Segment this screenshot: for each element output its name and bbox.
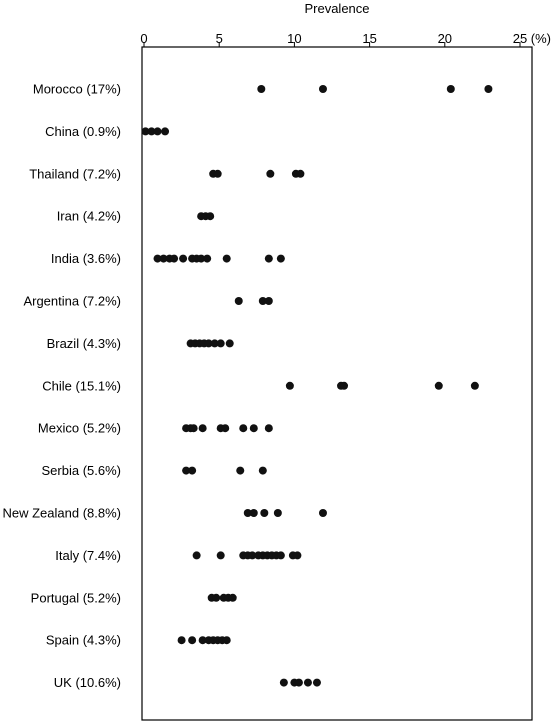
- data-point: [177, 636, 186, 645]
- category-label: Brazil (4.3%): [47, 336, 121, 351]
- x-tick-label: 5: [216, 31, 223, 46]
- data-point: [248, 551, 257, 560]
- data-point: [273, 509, 282, 517]
- data-point: [153, 127, 162, 136]
- data-point: [198, 424, 207, 433]
- data-point: [170, 254, 179, 263]
- data-point: [203, 254, 212, 263]
- data-point: [213, 169, 222, 178]
- data-point: [206, 212, 215, 221]
- data-point: [285, 381, 294, 390]
- data-point: [260, 509, 269, 517]
- x-tick-label: 25: [513, 31, 527, 46]
- data-point: [258, 466, 267, 475]
- data-point: [249, 424, 258, 433]
- data-point: [446, 85, 455, 93]
- data-point: [216, 339, 225, 348]
- category-label: UK (10.6%): [54, 675, 121, 690]
- category-label: India (3.6%): [51, 251, 121, 266]
- category-label: Spain (4.3%): [46, 633, 121, 648]
- data-point: [228, 593, 237, 602]
- data-point: [264, 424, 273, 433]
- data-point: [141, 127, 150, 136]
- data-point: [147, 127, 156, 136]
- data-point: [216, 551, 225, 560]
- data-point: [198, 636, 207, 645]
- category-label: Chile (15.1%): [42, 378, 121, 393]
- data-point: [249, 509, 258, 517]
- data-point: [197, 254, 206, 263]
- data-point: [276, 254, 285, 263]
- data-point: [212, 593, 221, 602]
- data-point: [318, 509, 327, 517]
- data-point: [188, 466, 197, 475]
- data-point: [276, 551, 285, 560]
- category-label: Argentina (7.2%): [23, 294, 121, 309]
- data-point: [192, 551, 201, 560]
- x-tick-label: 10: [287, 31, 301, 46]
- data-point: [243, 509, 252, 517]
- data-point: [266, 169, 275, 178]
- data-point: [210, 339, 219, 348]
- data-point: [222, 254, 231, 263]
- category-labels: Morocco (17%) China (0.9%) Thailand (7.2%)…: [3, 82, 122, 691]
- category-label: Mexico (5.2%): [38, 421, 121, 436]
- data-point: [296, 169, 305, 178]
- data-point: [179, 254, 188, 263]
- data-points: [141, 85, 493, 687]
- data-point: [236, 466, 245, 475]
- data-point: [318, 85, 327, 93]
- category-label: Portugal (5.2%): [31, 590, 121, 605]
- data-point: [264, 297, 273, 305]
- data-point: [257, 85, 266, 93]
- x-axis-ticks: 0 5 10 15 20 25: [140, 31, 527, 47]
- data-point: [258, 297, 267, 305]
- data-point: [279, 678, 288, 687]
- x-tick-label: 0: [140, 31, 147, 46]
- x-axis-unit: (%): [531, 31, 551, 46]
- data-point: [264, 254, 273, 263]
- data-point: [221, 424, 230, 433]
- category-label: Morocco (17%): [33, 82, 121, 97]
- category-label: Thailand (7.2%): [29, 166, 121, 181]
- data-point: [293, 551, 302, 560]
- category-label: New Zealand (8.8%): [3, 506, 122, 521]
- data-point: [225, 339, 234, 348]
- data-point: [188, 636, 197, 645]
- x-tick-label: 20: [438, 31, 452, 46]
- data-point: [303, 678, 312, 687]
- data-point: [484, 85, 493, 93]
- data-point: [234, 297, 243, 305]
- data-point: [204, 339, 213, 348]
- data-point: [340, 381, 349, 390]
- category-label: China (0.9%): [45, 124, 121, 139]
- data-point: [159, 254, 168, 263]
- category-label: Italy (7.4%): [55, 548, 121, 563]
- data-point: [153, 254, 162, 263]
- data-point: [294, 678, 303, 687]
- plot-frame: [141, 46, 533, 721]
- data-point: [434, 381, 443, 390]
- data-point: [312, 678, 321, 687]
- x-tick-label: 15: [362, 31, 376, 46]
- x-axis-title: Prevalence: [304, 1, 369, 16]
- data-point: [182, 466, 191, 475]
- category-label: Iran (4.2%): [57, 209, 121, 224]
- data-point: [470, 381, 479, 390]
- data-point: [222, 636, 231, 645]
- data-point: [239, 424, 248, 433]
- data-point: [189, 424, 198, 433]
- category-label: Serbia (5.6%): [42, 463, 121, 478]
- data-point: [161, 127, 170, 136]
